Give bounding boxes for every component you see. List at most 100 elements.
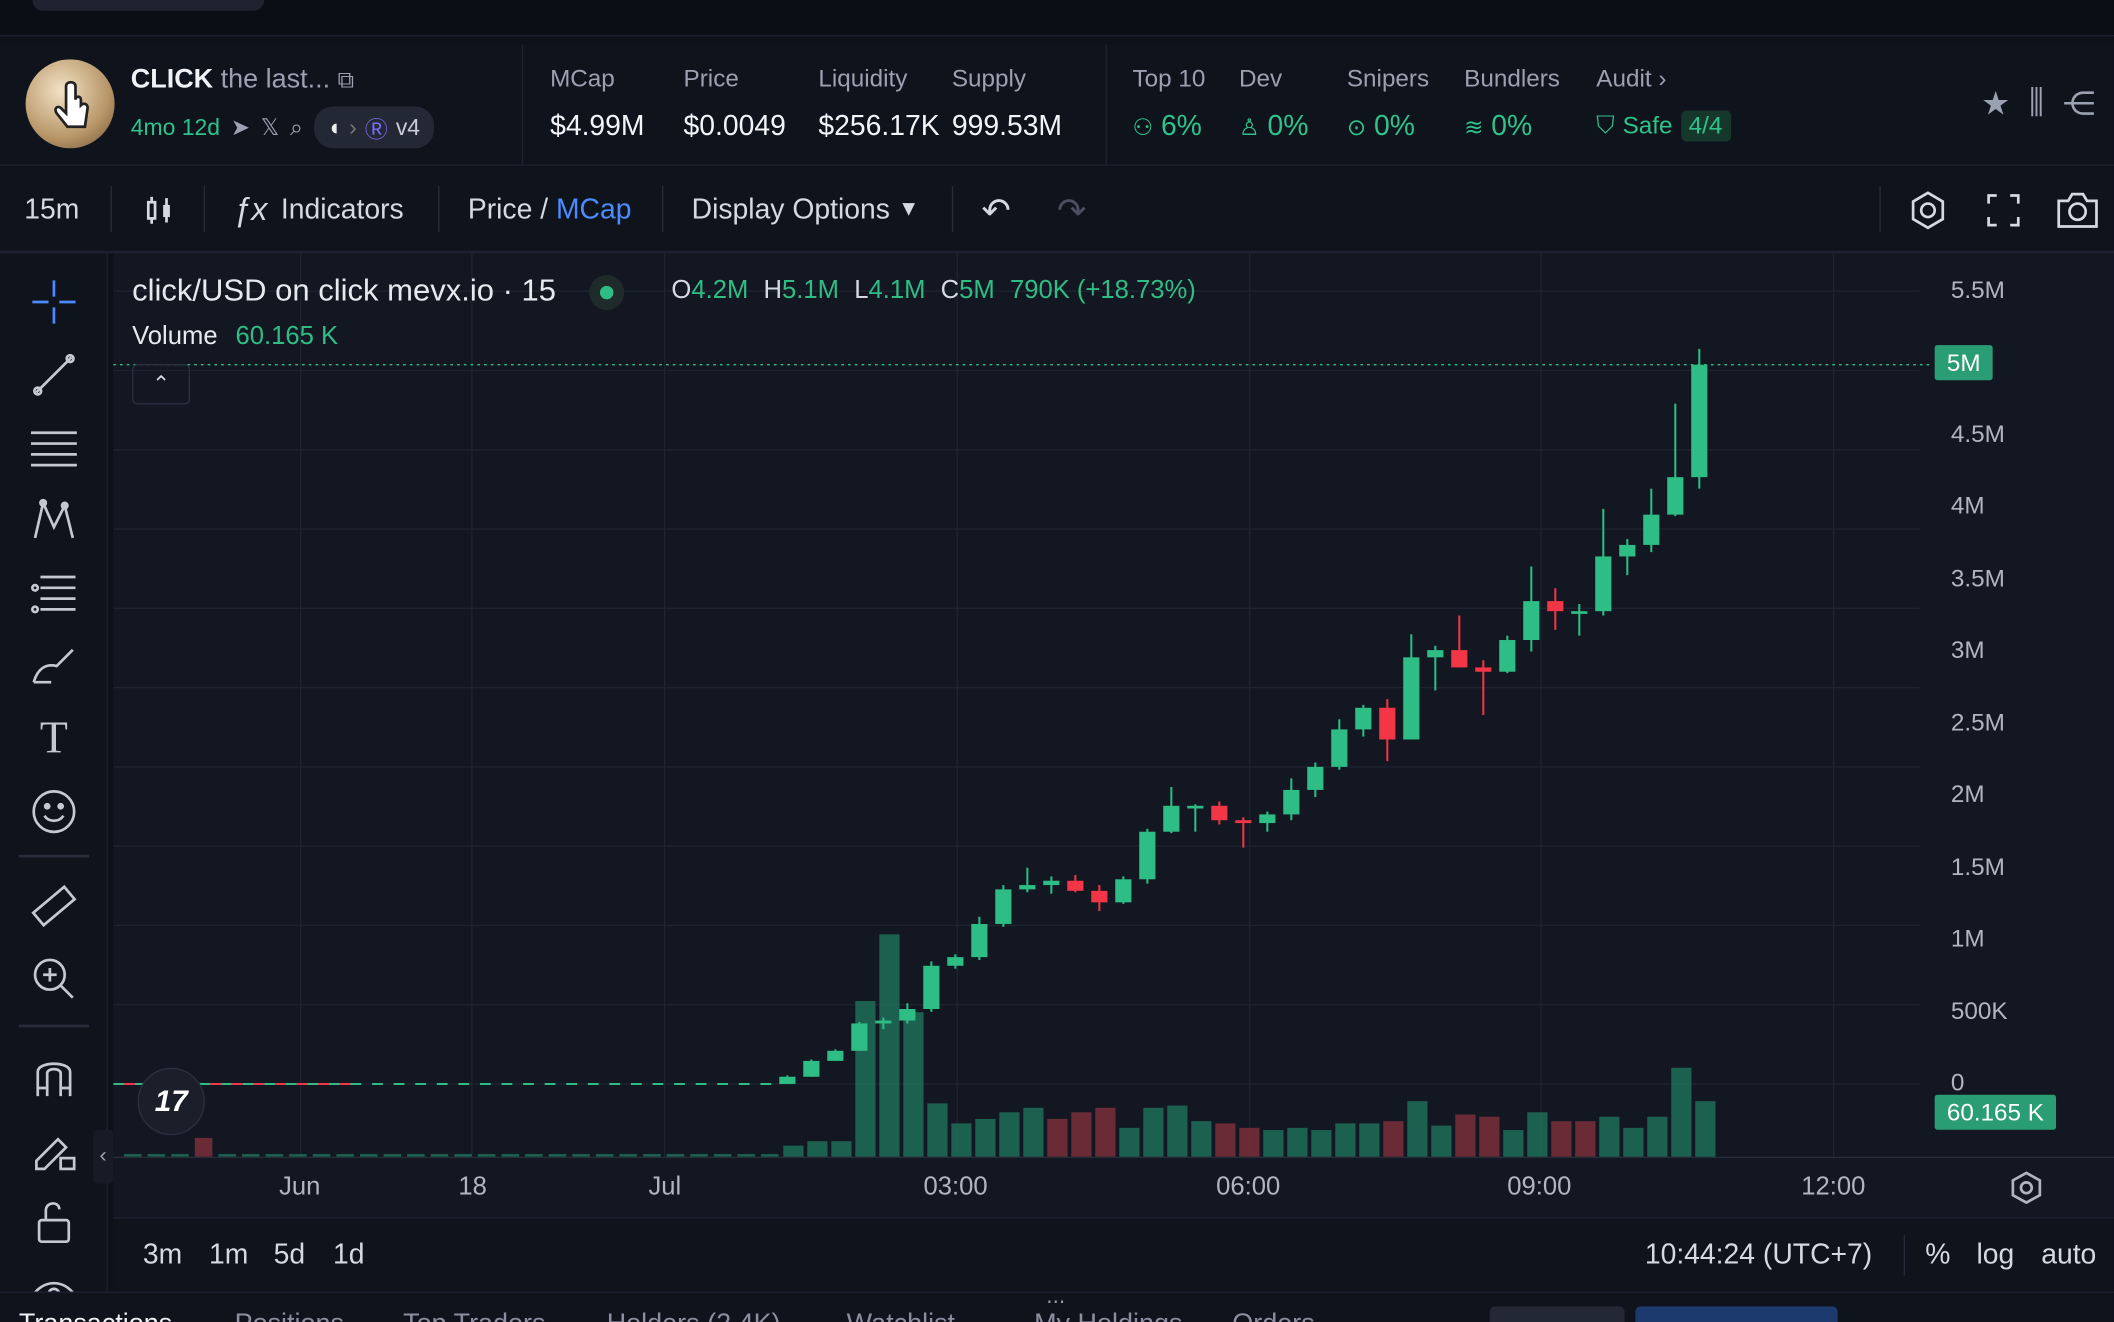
- indicators-label: Indicators: [280, 194, 404, 226]
- header-actions: ★ ⫼ ⋲: [1981, 85, 2095, 124]
- tab-holders[interactable]: Holders (2.4K): [607, 1309, 781, 1322]
- volume-bar: [289, 1154, 307, 1157]
- clock-timezone[interactable]: 10:44:24 (UTC+7): [1644, 1239, 1873, 1271]
- volume-bar: [548, 1154, 567, 1157]
- candles-icon[interactable]: [143, 167, 175, 253]
- emoji-icon[interactable]: [27, 785, 81, 839]
- telegram-icon[interactable]: ➤: [230, 113, 250, 140]
- volume-bar: [1647, 1116, 1668, 1157]
- fullscreen-icon[interactable]: [1985, 167, 2023, 253]
- volume-bar: [927, 1103, 948, 1157]
- stat-mcap: MCap $4.99M: [550, 65, 644, 143]
- x-tick: 12:00: [1801, 1172, 1866, 1202]
- search-icon[interactable]: ⌕: [290, 113, 303, 140]
- log-scale-toggle[interactable]: log: [1976, 1239, 2015, 1271]
- magnet-icon[interactable]: [27, 1049, 81, 1103]
- range-1d[interactable]: 1d: [333, 1239, 365, 1271]
- x-twitter-icon[interactable]: 𝕏: [260, 113, 280, 140]
- copy-icon[interactable]: ⧉: [337, 67, 354, 94]
- tradingview-logo[interactable]: 17: [137, 1067, 205, 1136]
- audit-score: 4/4: [1680, 110, 1731, 142]
- share-icon[interactable]: ⋲: [2062, 86, 2096, 123]
- candle-body: [1139, 831, 1156, 880]
- indicators-button[interactable]: ƒx Indicators: [233, 167, 403, 253]
- settings-icon[interactable]: [1906, 167, 1949, 253]
- platform-chip[interactable]: ◖ › Ⓡ v4: [313, 106, 434, 149]
- star-icon[interactable]: ★: [1981, 86, 2011, 123]
- volume-bar: [1191, 1121, 1212, 1157]
- token-avatar[interactable]: [25, 59, 115, 149]
- volume-bar: [1263, 1130, 1284, 1157]
- horizontal-lines-icon[interactable]: [27, 421, 81, 475]
- stat-audit[interactable]: Audit › ⛉ Safe 4/4: [1596, 65, 1731, 142]
- volume-bar: [1551, 1121, 1572, 1157]
- tab-orders[interactable]: Orders: [1232, 1309, 1314, 1322]
- volume-bar: [1599, 1116, 1620, 1157]
- layers-icon: ≋: [1464, 114, 1484, 141]
- volume-bar: [619, 1154, 638, 1157]
- open-label: O: [671, 276, 692, 305]
- volume-bar: [1119, 1127, 1140, 1157]
- mcap-option[interactable]: MCap: [555, 194, 632, 226]
- instant-trade-button[interactable]: [1635, 1306, 1838, 1322]
- camera-icon[interactable]: [2055, 167, 2101, 253]
- trend-line-icon[interactable]: [27, 348, 81, 402]
- percent-scale-toggle[interactable]: %: [1925, 1239, 1951, 1271]
- chart-pane[interactable]: click/USD on click mevx.io · 15 O4.2M H5…: [113, 253, 2114, 1218]
- volume-bar: [595, 1154, 614, 1157]
- y-tick: 4M: [1950, 492, 1985, 520]
- resize-handle-icon[interactable]: ⋯: [1046, 1291, 1066, 1312]
- collapse-legend-button[interactable]: ⌃: [132, 364, 191, 405]
- candle-body: [875, 1020, 892, 1024]
- volume-bar: [359, 1154, 378, 1157]
- open-value: 4.2M: [691, 276, 749, 305]
- chart-compare-icon[interactable]: ⫼: [2028, 84, 2044, 122]
- redo-icon[interactable]: ↷: [1056, 189, 1087, 230]
- axis-settings-icon[interactable]: [2009, 1170, 2044, 1212]
- toolbar-separator: [661, 186, 664, 232]
- volume-bar: [336, 1154, 354, 1157]
- text-icon[interactable]: T: [39, 713, 68, 764]
- range-3m[interactable]: 3m: [142, 1239, 183, 1271]
- chevron-up-icon: ⌃: [152, 373, 171, 397]
- range-5d[interactable]: 5d: [273, 1239, 306, 1271]
- tab-top-traders[interactable]: Top Traders: [403, 1309, 545, 1322]
- stat-dev: Dev ♙ 0%: [1239, 65, 1308, 143]
- volume-bar: [1023, 1107, 1044, 1157]
- pattern-icon[interactable]: [27, 493, 81, 547]
- lock-drawing-icon[interactable]: [27, 1122, 81, 1176]
- interval-select[interactable]: 15m: [24, 167, 79, 253]
- filter-chip[interactable]: [1489, 1306, 1625, 1322]
- display-options-button[interactable]: Display Options ▼: [692, 167, 920, 253]
- token-age: 4mo 12d: [130, 113, 220, 140]
- candle-body: [1667, 477, 1684, 515]
- volume-bar: [124, 1154, 142, 1157]
- crosshair-icon: ⊙: [1346, 114, 1367, 141]
- collapse-toolbar-button[interactable]: ‹: [93, 1129, 114, 1184]
- crosshair-icon[interactable]: [27, 275, 81, 329]
- y-tick: 0: [1950, 1069, 1965, 1097]
- y-tick: 3.5M: [1950, 564, 2005, 592]
- price-mcap-toggle[interactable]: Price / MCap: [468, 167, 632, 253]
- range-1m[interactable]: 1m: [208, 1239, 249, 1271]
- tab-transactions[interactable]: Transactions: [19, 1309, 172, 1322]
- tab-watchlist[interactable]: Watchlist: [847, 1309, 955, 1322]
- undo-icon[interactable]: ↶: [981, 189, 1011, 230]
- volume-bar: [1623, 1127, 1644, 1157]
- tab-positions[interactable]: Positions: [235, 1309, 344, 1322]
- unlock-icon[interactable]: [27, 1195, 81, 1249]
- brush-icon[interactable]: [27, 639, 81, 693]
- stat-label: Liquidity: [818, 64, 908, 92]
- volume-bar: [407, 1154, 425, 1157]
- candle-body: [827, 1050, 844, 1061]
- auto-scale-toggle[interactable]: auto: [2041, 1239, 2097, 1271]
- search-pill[interactable]: [32, 0, 265, 11]
- tab-my-holdings[interactable]: My Holdings: [1034, 1309, 1182, 1322]
- price-option[interactable]: Price: [467, 194, 533, 226]
- ruler-icon[interactable]: [27, 879, 81, 933]
- fib-icon[interactable]: [27, 566, 81, 620]
- stat-bundlers: Bundlers ≋ 0%: [1464, 65, 1560, 143]
- zoom-in-icon[interactable]: [27, 952, 81, 1006]
- candle-body: [851, 1023, 868, 1051]
